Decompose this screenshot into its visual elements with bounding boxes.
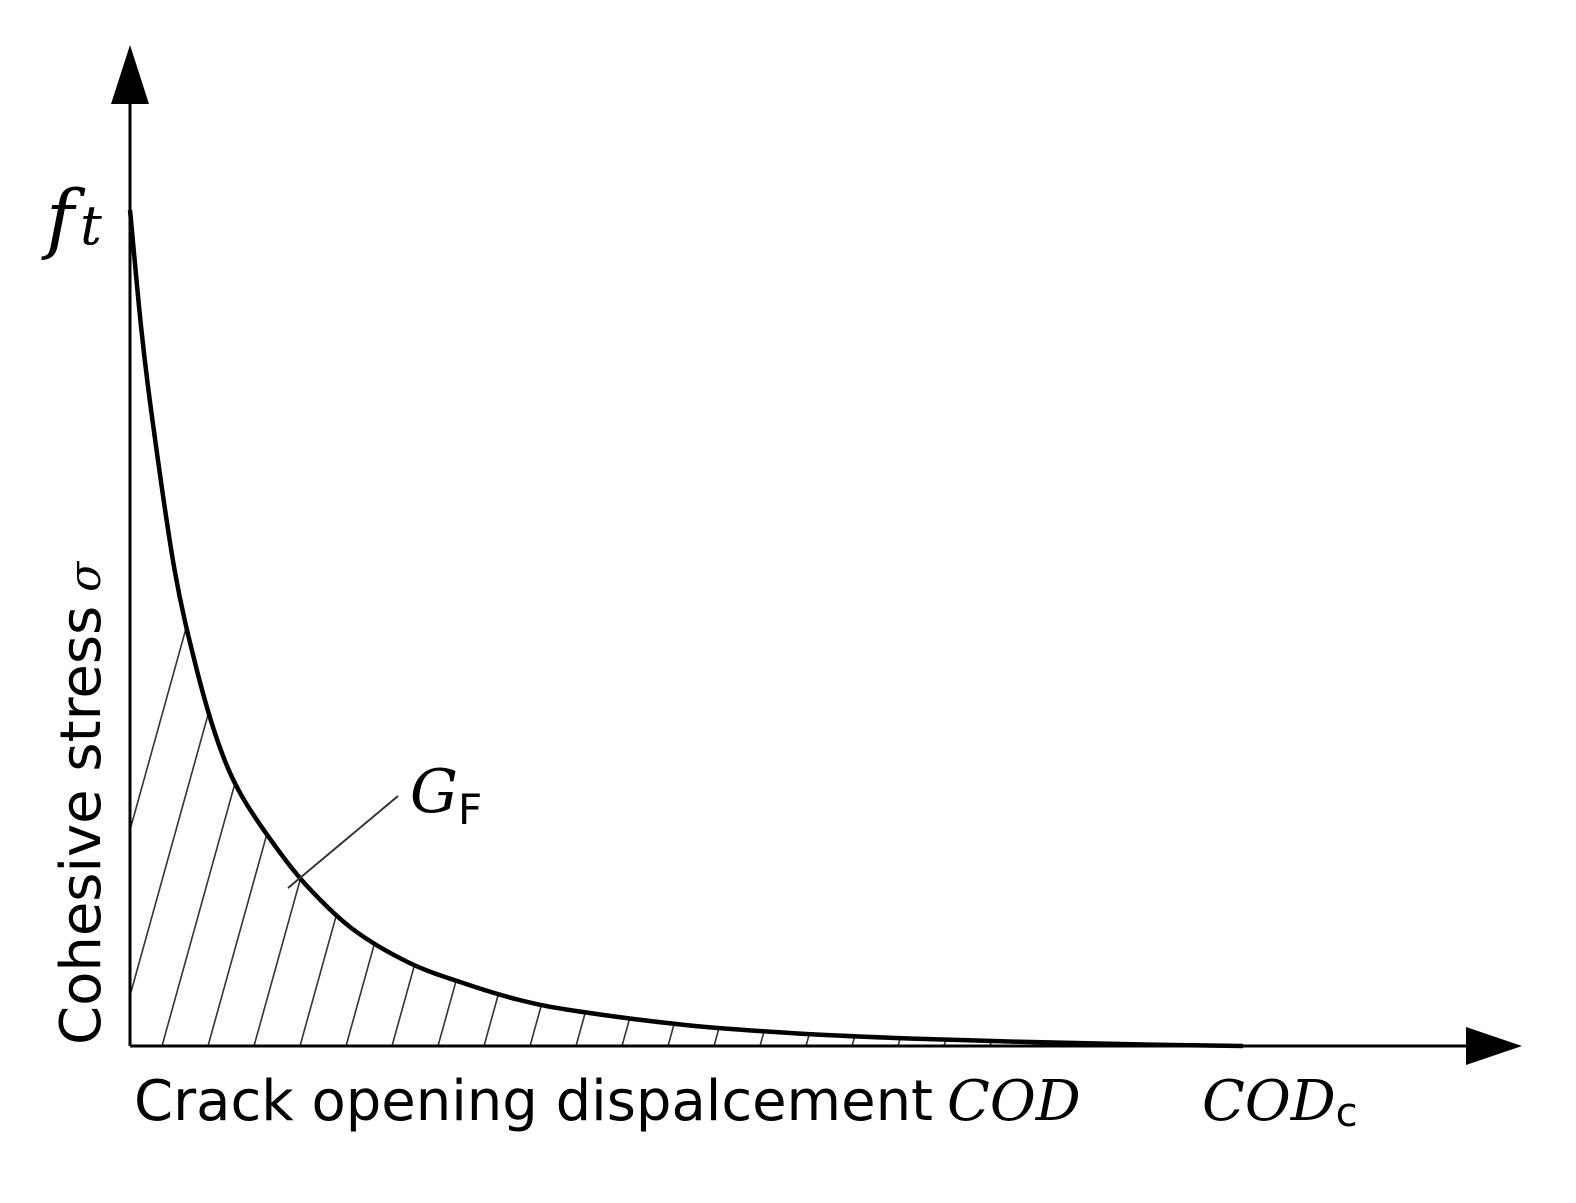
- hatch-line: [575, 210, 821, 1046]
- x-axis-arrowhead: [1466, 1027, 1522, 1065]
- hatch-line: [207, 210, 453, 1046]
- hatch-line: [989, 210, 1235, 1046]
- x-end-label-base: COD: [1202, 1069, 1336, 1134]
- hatch-line: [897, 210, 1143, 1046]
- x-axis-label: Crack opening dispalcement COD: [134, 1069, 1081, 1134]
- y-axis-label: Cohesive stress σ: [49, 560, 114, 1045]
- hatch-line: [529, 210, 775, 1046]
- hatch-line: [759, 210, 1005, 1046]
- hatch-line: [1173, 210, 1243, 1046]
- hatch-line: [851, 210, 1097, 1046]
- hatch-line: [1219, 210, 1243, 1046]
- area-label-leader: [287, 795, 399, 889]
- hatch-line: [805, 210, 1051, 1046]
- hatch-line: [391, 210, 637, 1046]
- hatch-line: [713, 210, 959, 1046]
- hatched-area: [130, 170, 1509, 1046]
- hatch-line: [1266, 170, 1509, 1046]
- hatch-line: [943, 210, 1189, 1046]
- hatch-line: [483, 210, 729, 1046]
- y-axis-arrowhead: [111, 45, 149, 104]
- hatch-line: [130, 210, 361, 1046]
- y-axis-label-text: Cohesive stress: [49, 606, 114, 1045]
- hatch-line: [1127, 210, 1243, 1046]
- hatch-line: [253, 210, 499, 1046]
- hatch-line: [667, 210, 913, 1046]
- softening-curve: [127, 209, 1244, 1049]
- hatch-line: [161, 210, 407, 1046]
- hatch-line: [437, 210, 683, 1046]
- hatch-line: [345, 210, 591, 1046]
- hatch-line: [621, 210, 867, 1046]
- x-end-label-sub: c: [1336, 1090, 1358, 1136]
- x-axis-label-text: Crack opening dispalcement: [134, 1069, 933, 1134]
- area-label-sub: F: [458, 785, 482, 834]
- area-label-base: G: [410, 757, 458, 827]
- x-axis-label-symbol: COD: [947, 1069, 1081, 1134]
- hatch-line: [1035, 210, 1243, 1046]
- x-end-label: CODc: [1202, 1069, 1358, 1136]
- hatch-line: [1081, 210, 1243, 1046]
- area-label: GF: [410, 757, 482, 834]
- y-peak-label-sub: t: [80, 194, 102, 257]
- y-axis-label-symbol: σ: [60, 560, 111, 592]
